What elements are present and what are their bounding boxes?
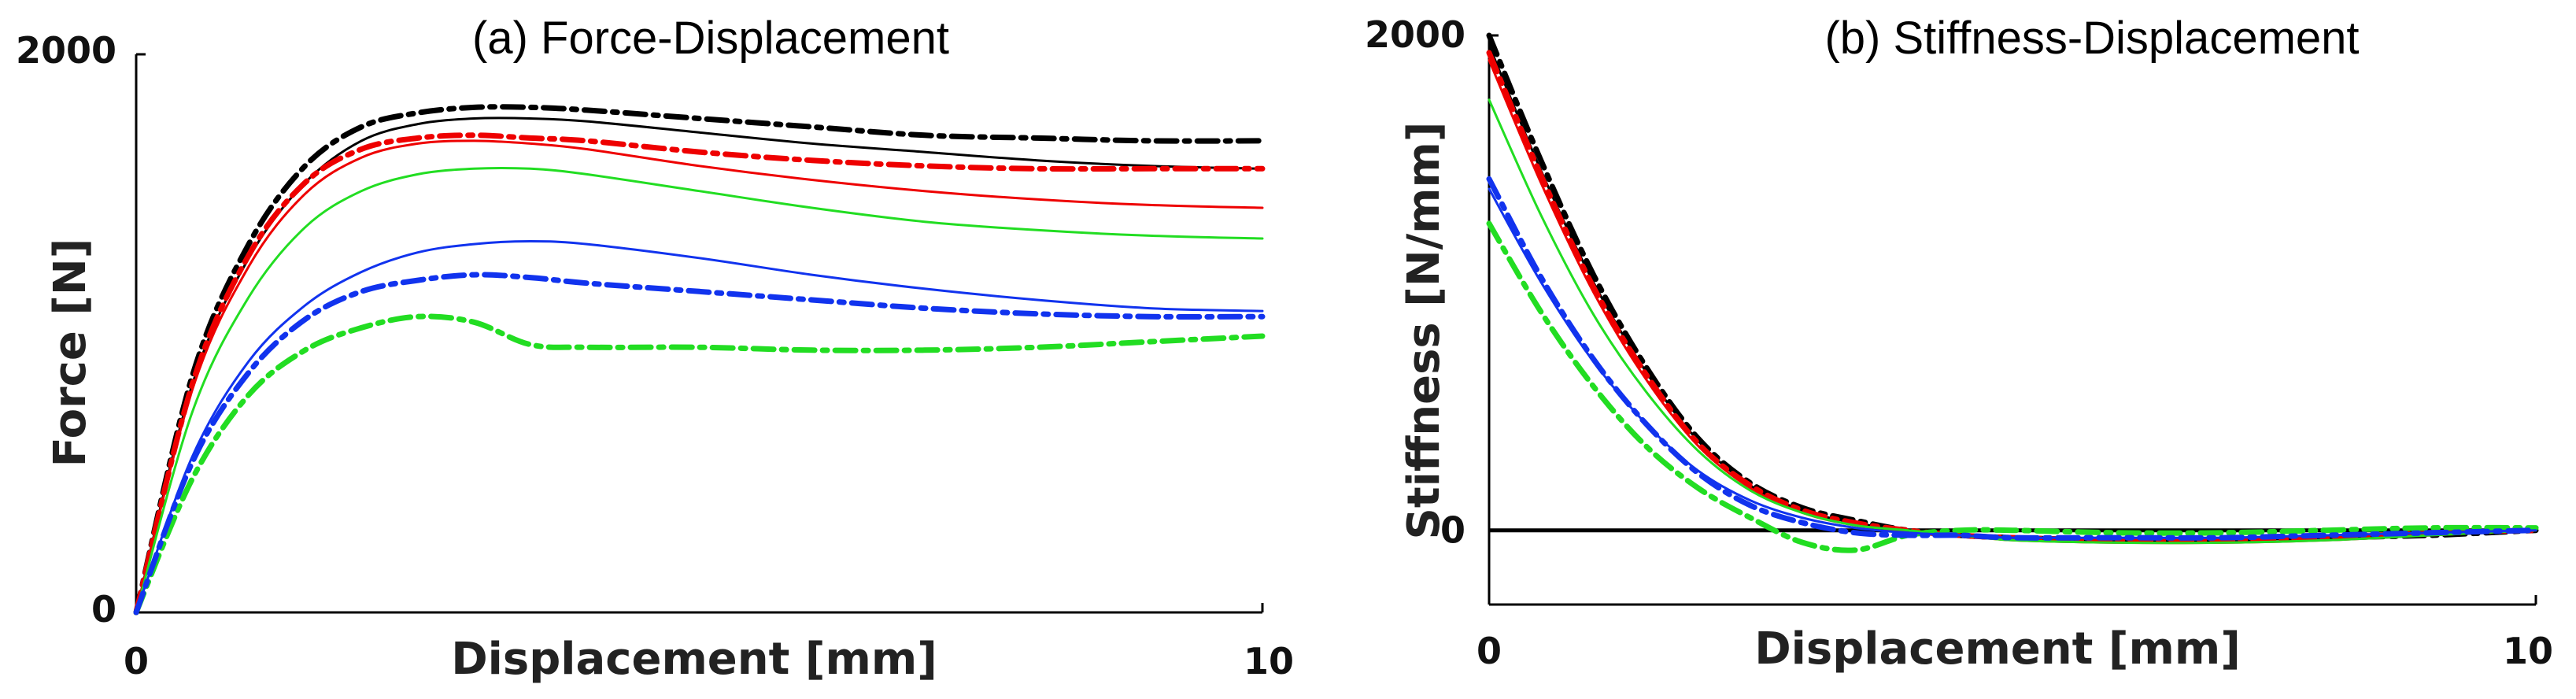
chart-a-series-red-solid	[135, 139, 1264, 614]
chart-a-title: (a) Force-Displacement	[472, 13, 949, 64]
chart-a-xtick-left: 0	[124, 640, 149, 682]
chart-b-series-group	[1486, 32, 2539, 553]
chart-a-ytick-bottom: 0	[91, 588, 116, 631]
chart-b-xlabel: Displacement [mm]	[1754, 623, 2241, 675]
chart-a-ylabel: Force [N]	[45, 239, 96, 468]
chart-a-ytick-top: 2000	[16, 29, 116, 72]
chart-b-series-black-solid	[1488, 44, 2537, 542]
chart-b-title: (b) Stiffness-Displacement	[1824, 13, 2359, 64]
chart-b-series-red-solid	[1488, 58, 2537, 545]
panel-stiffness-displacement: (b) Stiffness-Displacement Displacement …	[1365, 13, 2553, 675]
chart-a-xtick-right: 10	[1244, 640, 1294, 682]
chart-a-series-blue-solid	[135, 240, 1264, 614]
chart-b-ylabel: Stiffness [N/mm]	[1399, 122, 1450, 540]
chart-b-series-green-dashdot	[1486, 220, 2539, 553]
chart-a-series-group	[133, 104, 1266, 616]
chart-a-series-red-dashdot	[133, 132, 1266, 616]
chart-a-xlabel: Displacement [mm]	[451, 634, 937, 685]
chart-b-series-blue-solid	[1488, 187, 2537, 539]
chart-b-series-black-dashdot	[1486, 32, 2539, 544]
chart-b-series-green-solid	[1488, 98, 2537, 545]
chart-a-series-green-dashdot	[133, 313, 1266, 616]
chart-b-series-blue-dashdot	[1486, 176, 2539, 541]
chart-b-xtick-left: 0	[1476, 630, 1502, 672]
panel-force-displacement: (a) Force-Displacement Displacement [mm]…	[16, 13, 1294, 685]
chart-a-series-blue-dashdot	[133, 272, 1266, 616]
chart-b-series-red-dashdot	[1486, 50, 2539, 544]
chart-b-ytick-zero: 0	[1440, 509, 1465, 552]
chart-a-series-green-solid	[135, 166, 1264, 614]
chart-b-xtick-right: 10	[2503, 630, 2553, 672]
chart-a-series-black-dashdot	[133, 104, 1266, 616]
chart-b-ytick-top: 2000	[1365, 13, 1465, 56]
